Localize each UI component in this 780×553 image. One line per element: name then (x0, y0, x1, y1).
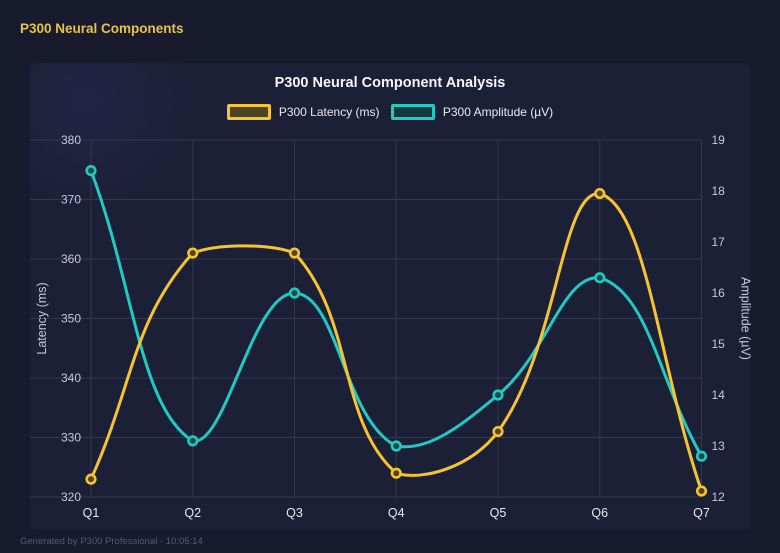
svg-text:14: 14 (712, 388, 726, 402)
svg-text:380: 380 (61, 133, 81, 147)
svg-text:15: 15 (712, 337, 726, 351)
svg-text:Q7: Q7 (693, 506, 710, 520)
svg-text:Q2: Q2 (184, 506, 201, 520)
svg-text:12: 12 (712, 490, 726, 504)
svg-text:Q6: Q6 (591, 506, 608, 520)
svg-text:320: 320 (61, 490, 81, 504)
svg-text:Latency (ms): Latency (ms) (35, 282, 49, 354)
svg-text:Q3: Q3 (286, 506, 303, 520)
svg-text:360: 360 (61, 252, 81, 266)
svg-text:19: 19 (712, 133, 726, 147)
svg-text:Amplitude (µV): Amplitude (µV) (739, 277, 753, 360)
svg-text:Q1: Q1 (83, 506, 100, 520)
svg-text:330: 330 (61, 431, 81, 445)
svg-text:17: 17 (712, 235, 726, 249)
svg-text:350: 350 (61, 312, 81, 326)
svg-text:16: 16 (712, 286, 726, 300)
svg-text:Q4: Q4 (388, 506, 405, 520)
svg-text:13: 13 (712, 439, 726, 453)
svg-text:370: 370 (61, 193, 81, 207)
svg-text:340: 340 (61, 371, 81, 385)
svg-text:18: 18 (712, 184, 726, 198)
svg-text:Q5: Q5 (490, 506, 507, 520)
